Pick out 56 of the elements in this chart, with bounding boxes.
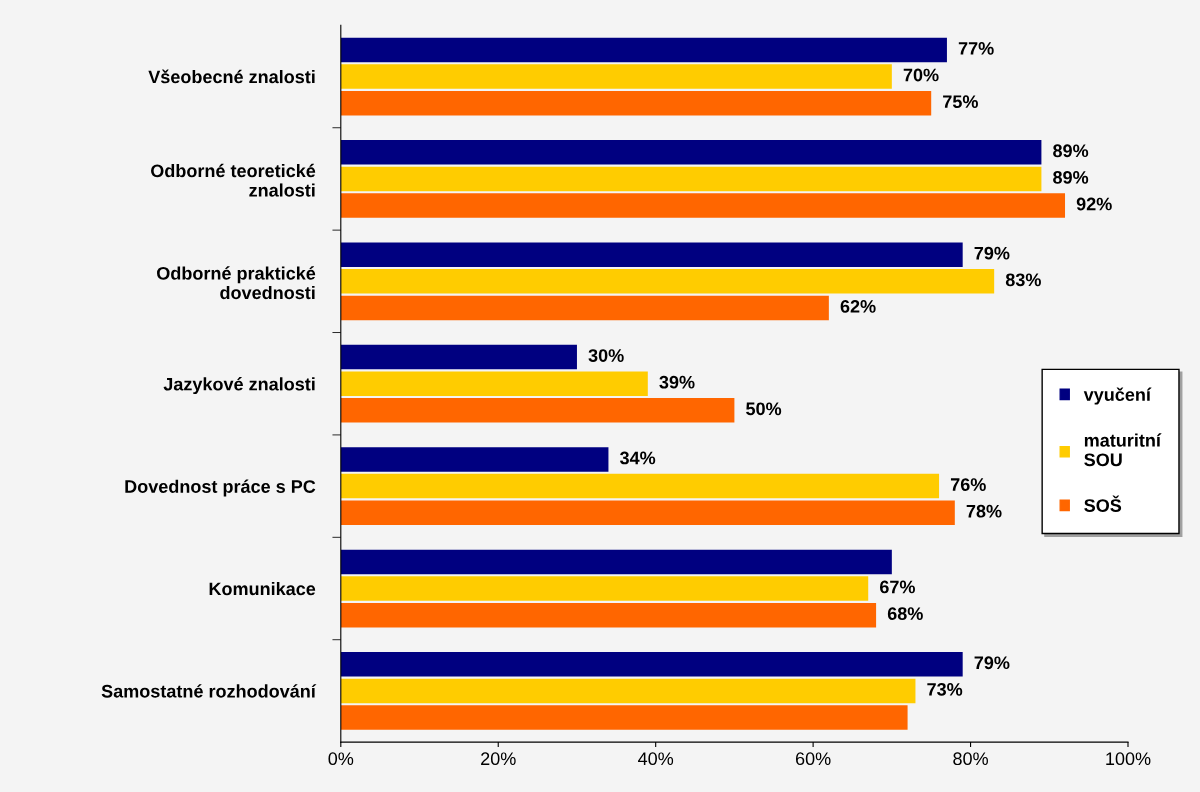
data-label: 79% [974, 656, 1010, 670]
bar [340, 242, 963, 267]
bar [340, 652, 963, 677]
bar [340, 295, 829, 321]
data-label: 75% [943, 95, 978, 109]
bar [340, 705, 908, 730]
y-tick-label: Všeobecné znalosti [148, 69, 315, 84]
x-tick-label: 0% [328, 752, 354, 766]
y-tick-label: Dovednost práce s PC [125, 479, 316, 497]
data-label: 68% [887, 607, 923, 620]
bar [340, 64, 892, 89]
data-label: 77% [958, 42, 994, 55]
legend-label: SOŠ [1084, 495, 1122, 512]
legend-label: maturitní SOU [1084, 433, 1162, 467]
data-label: 67% [880, 580, 915, 594]
bar [340, 549, 892, 575]
bar [340, 193, 1066, 218]
data-label: 73% [927, 682, 963, 696]
bar [340, 473, 940, 499]
y-tick-label: Samostatné rozhodování [101, 684, 317, 698]
bar [340, 576, 869, 601]
x-tick-label: 20% [481, 752, 516, 766]
y-tick-label: Odborné praktické dovednosti [157, 266, 316, 300]
bar [340, 166, 1042, 192]
x-tick-label: 60% [795, 752, 831, 766]
x-tick-label: 80% [953, 752, 988, 766]
y-tick-label: Jazykové znalosti [163, 377, 315, 395]
bar [340, 344, 577, 370]
data-label: 83% [1005, 273, 1041, 287]
data-label: 50% [746, 402, 782, 416]
bar [340, 90, 932, 116]
bar [340, 140, 1042, 165]
y-tick-label: Komunikace [209, 581, 316, 596]
x-tick-label: 40% [638, 752, 674, 766]
bar [340, 398, 735, 423]
data-label: 92% [1076, 197, 1112, 211]
bar [340, 269, 995, 294]
data-label: 30% [588, 349, 624, 362]
bar [340, 500, 955, 525]
bar [340, 371, 648, 396]
bar [340, 602, 877, 628]
bar [340, 447, 609, 472]
data-label: 89% [1053, 171, 1089, 184]
data-label: 70% [903, 68, 939, 82]
data-label: 39% [659, 375, 695, 389]
y-tick-label: Odborné teoretické znalosti [151, 163, 316, 197]
data-label: 76% [950, 478, 986, 491]
data-label: 78% [966, 504, 1002, 518]
bar [340, 678, 916, 704]
data-label: 89% [1053, 144, 1089, 158]
x-tick-label: 100% [1106, 752, 1151, 766]
data-label: 79% [974, 246, 1010, 260]
bar [340, 37, 947, 63]
data-label: 34% [619, 451, 656, 465]
data-label: 62% [840, 300, 876, 313]
legend-label: vyučení [1083, 387, 1152, 405]
